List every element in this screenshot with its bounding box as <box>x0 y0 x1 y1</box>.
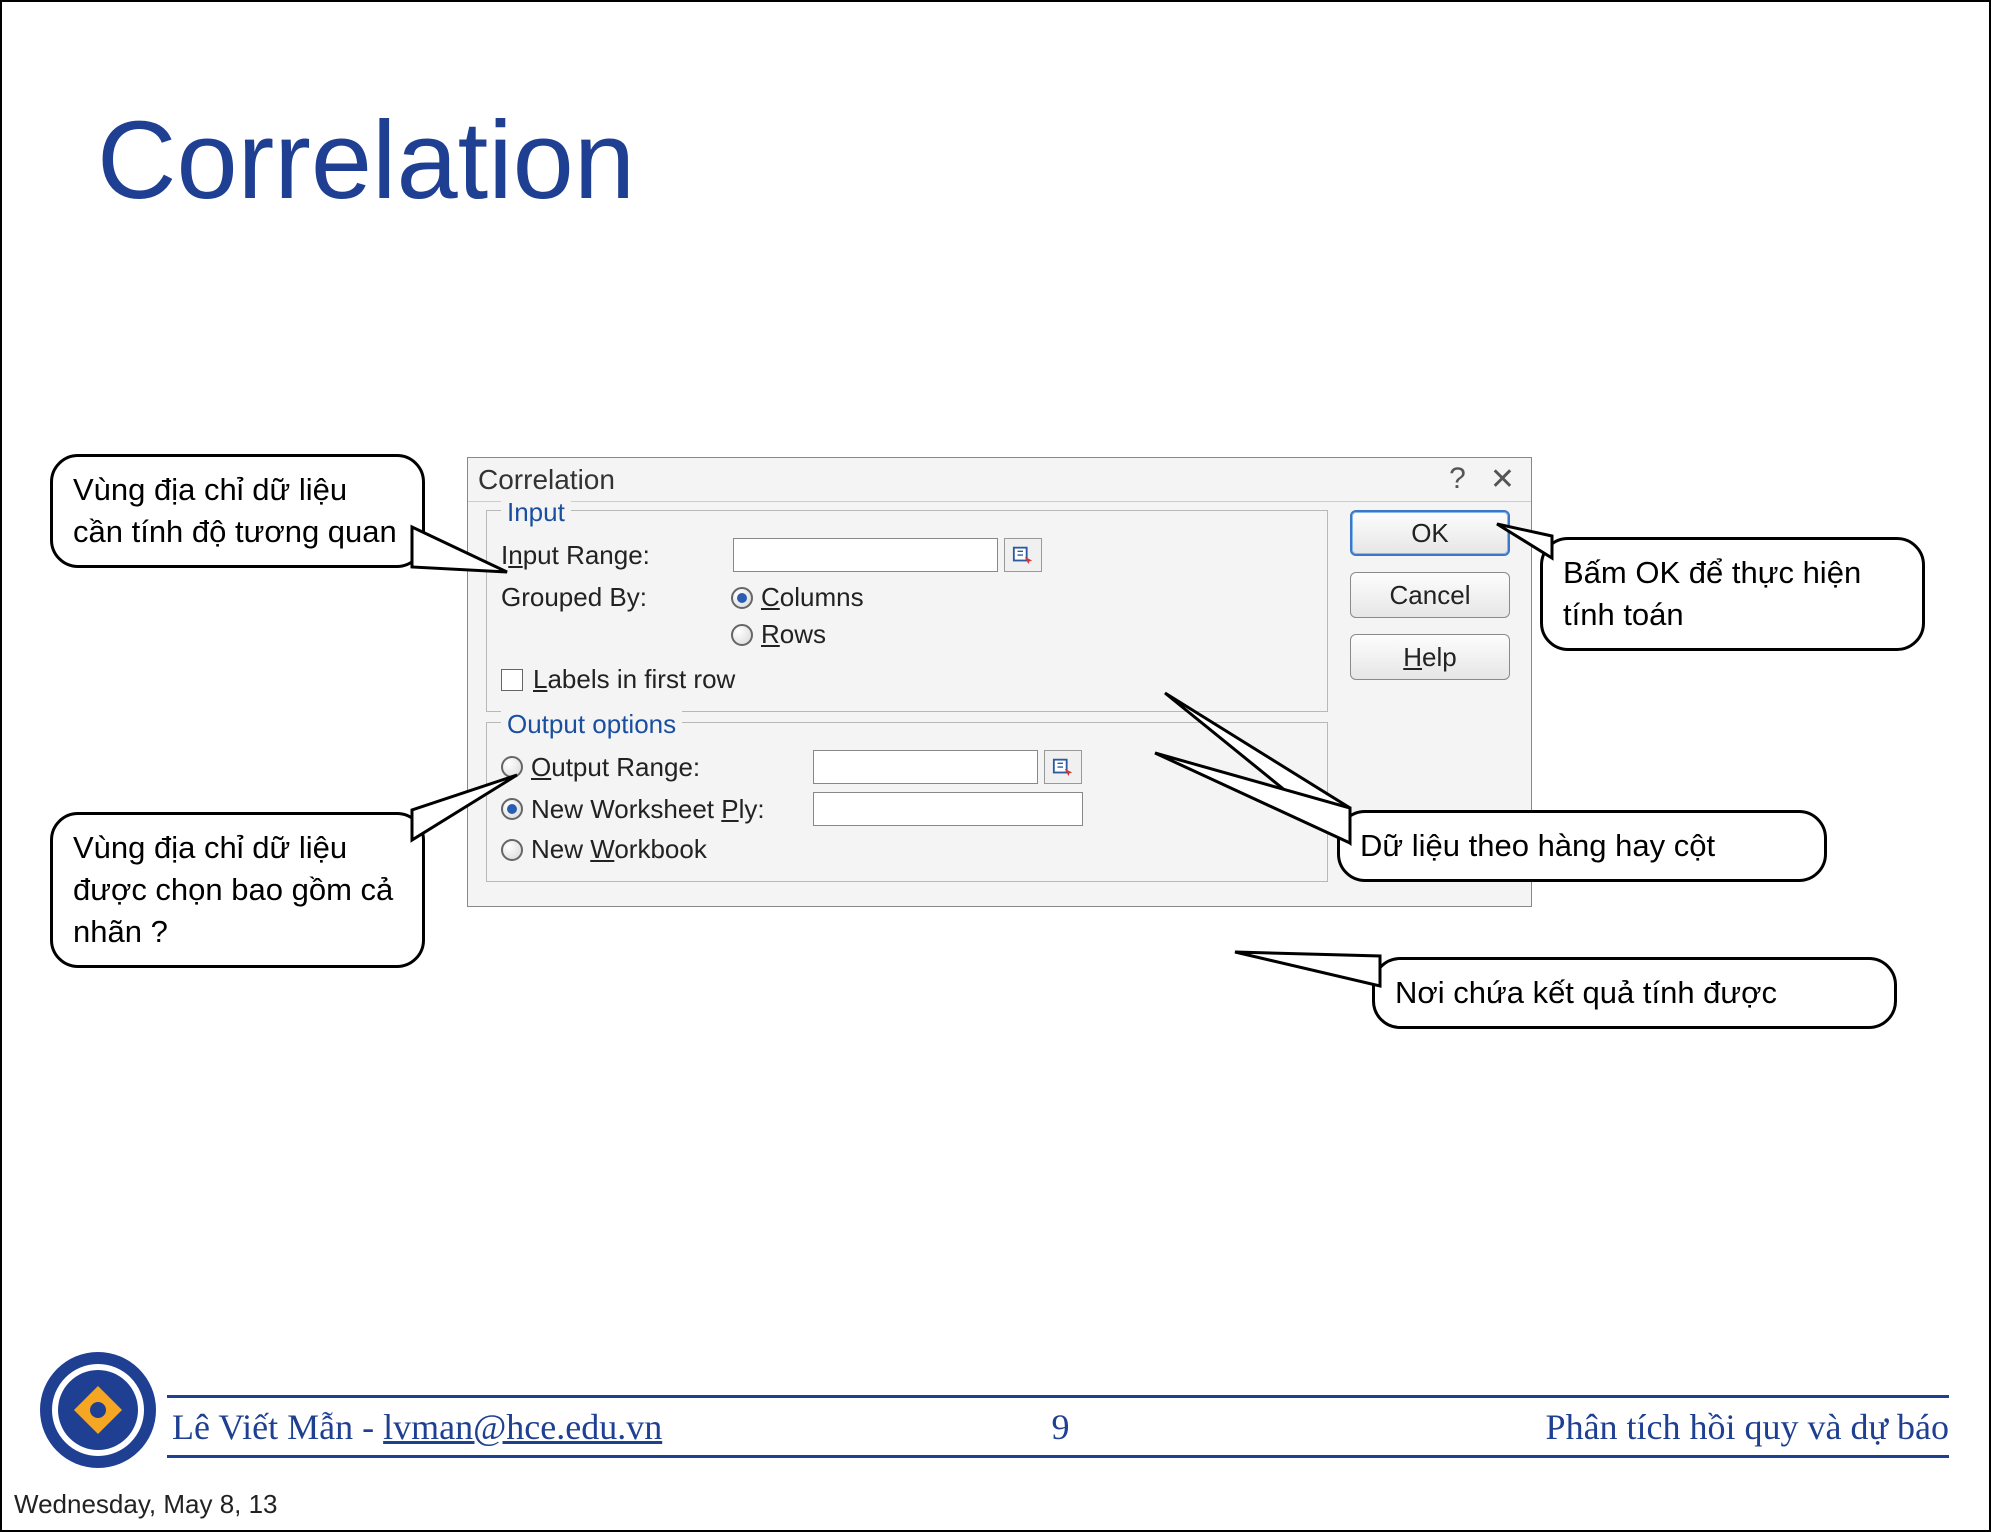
help-button[interactable]: Help <box>1350 634 1510 680</box>
callout-output: Nơi chứa kết quả tính được <box>1372 957 1897 1029</box>
callout-grouped-text: Dữ liệu theo hàng hay cột <box>1360 828 1715 863</box>
callout-grouped: Dữ liệu theo hàng hay cột <box>1337 810 1827 882</box>
radio-dot-rows <box>731 624 753 646</box>
grouped-by-options: Columns Rows <box>731 582 864 650</box>
output-range-field[interactable] <box>813 750 1038 784</box>
close-icon[interactable]: ✕ <box>1490 462 1515 497</box>
footer-author-name: Lê Viết Mẫn - <box>172 1407 383 1447</box>
titlebar-controls: ? ✕ <box>1449 462 1521 497</box>
footer-email: lvman@hce.edu.vn <box>383 1407 662 1447</box>
labels-checkbox-label: Labels in first row <box>533 664 735 695</box>
footer-line-top <box>167 1395 1949 1398</box>
new-worksheet-label: New Worksheet Ply: <box>531 794 811 825</box>
footer-author: Lê Viết Mẫn - lvman@hce.edu.vn <box>172 1406 662 1448</box>
new-workbook-label: New Workbook <box>531 834 707 865</box>
slide-title: Correlation <box>97 97 635 224</box>
output-range-picker-icon[interactable] <box>1044 750 1082 784</box>
callout-ok-text: Bấm OK để thực hiện tính toán <box>1563 555 1861 632</box>
radio-columns[interactable]: Columns <box>731 582 864 613</box>
callout-ok: Bấm OK để thực hiện tính toán <box>1540 537 1925 651</box>
callout-labels: Vùng địa chỉ dữ liệu được chọn bao gồm c… <box>50 812 425 968</box>
new-worksheet-field[interactable] <box>813 792 1083 826</box>
help-icon[interactable]: ? <box>1449 462 1466 497</box>
input-range-field[interactable] <box>733 538 998 572</box>
radio-columns-label: Columns <box>761 582 864 613</box>
ok-button[interactable]: OK <box>1350 510 1510 556</box>
input-group: Input Input Range: Grouped By: <box>486 510 1328 712</box>
output-range-label: Output Range: <box>531 752 811 783</box>
radio-dot-columns <box>731 587 753 609</box>
footer-topic: Phân tích hồi quy và dự báo <box>1546 1406 1949 1448</box>
callout-output-text: Nơi chứa kết quả tính được <box>1395 975 1777 1010</box>
input-range-label: Input Range: <box>501 540 731 571</box>
date-stamp: Wednesday, May 8, 13 <box>14 1489 278 1520</box>
cancel-button[interactable]: Cancel <box>1350 572 1510 618</box>
radio-rows-label: Rows <box>761 619 826 650</box>
dialog-title: Correlation <box>478 464 615 496</box>
output-group-legend: Output options <box>501 709 682 740</box>
footer-line-bottom <box>167 1455 1949 1458</box>
callout-labels-text: Vùng địa chỉ dữ liệu được chọn bao gồm c… <box>73 830 393 949</box>
input-range-row: Input Range: <box>501 538 1313 572</box>
callout-input-range-text: Vùng địa chỉ dữ liệu cần tính độ tương q… <box>73 472 397 549</box>
dialog-titlebar: Correlation ? ✕ <box>468 458 1531 502</box>
labels-checkbox[interactable] <box>501 669 523 691</box>
footer-row: Lê Viết Mẫn - lvman@hce.edu.vn 9 Phân tí… <box>172 1406 1949 1448</box>
page-number: 9 <box>1052 1406 1070 1448</box>
footer-logo <box>38 1350 158 1470</box>
range-picker-icon[interactable] <box>1004 538 1042 572</box>
grouped-by-label: Grouped By: <box>501 582 731 613</box>
callout-input-range: Vùng địa chỉ dữ liệu cần tính độ tương q… <box>50 454 425 568</box>
grouped-by-row: Grouped By: Columns Rows <box>501 582 1313 650</box>
radio-rows[interactable]: Rows <box>731 619 864 650</box>
labels-row[interactable]: Labels in first row <box>501 664 1313 695</box>
